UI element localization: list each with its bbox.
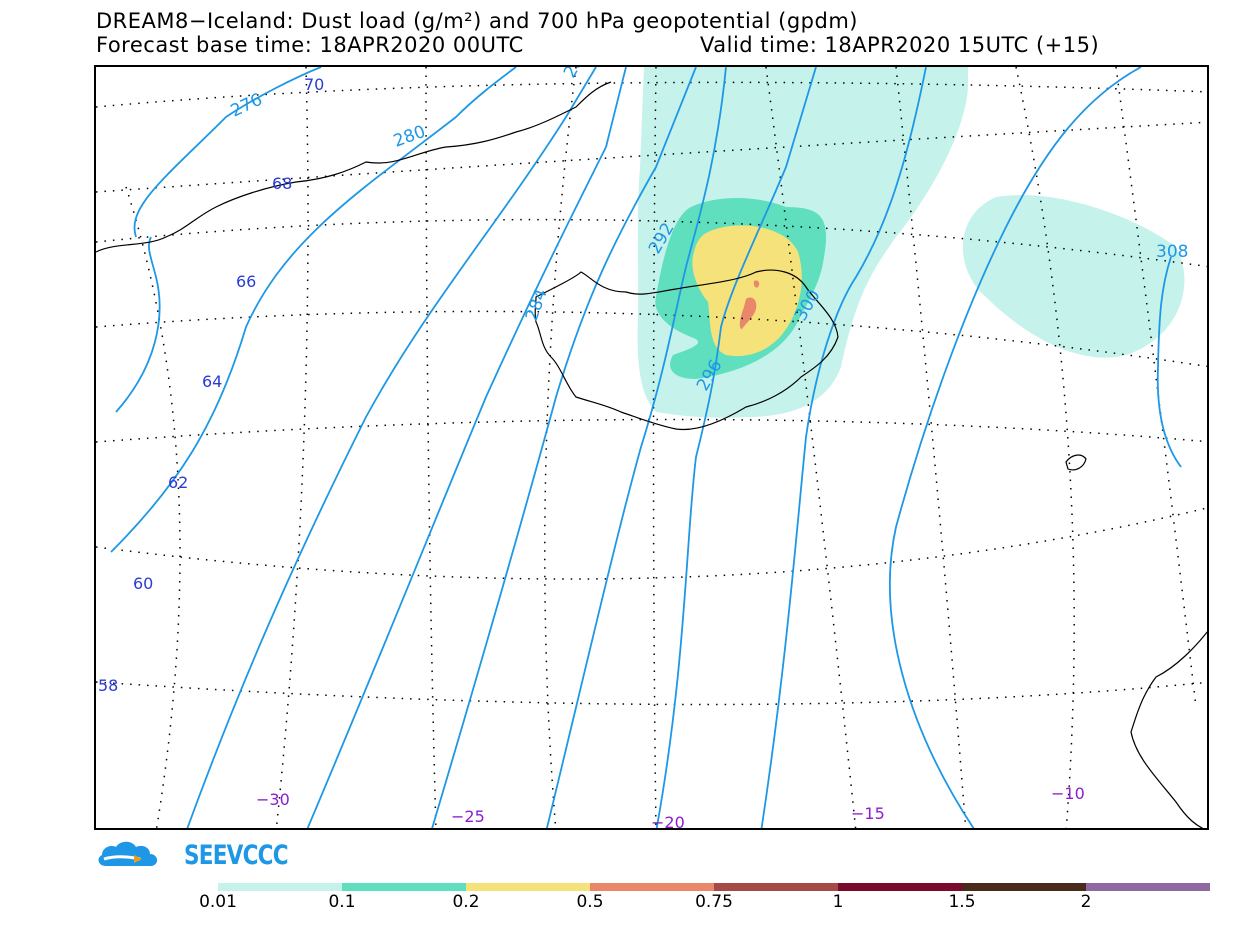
lon-label-20: −20 [651,813,685,830]
coastlines [96,81,1207,828]
lat-label-64: 64 [202,372,222,391]
contour-292b [546,67,727,828]
faroe-islands [1065,454,1087,471]
legend-seg-5 [838,883,962,891]
legend-seg-1 [342,883,466,891]
lat-label-68: 68 [272,174,292,193]
contour-304 [889,67,1142,828]
logo-text: SEEVCCC [184,839,289,871]
legend-tick-4: 0.75 [695,892,733,912]
geo-label-276: 276 [228,90,266,122]
lat-label-62: 62 [168,473,188,492]
legend-seg-0 [218,883,342,891]
legend-tick-6: 1.5 [948,892,976,912]
lat-label-58: 58 [98,676,118,695]
greenland-coast [96,81,612,253]
legend-seg-2 [466,883,590,891]
legend-seg-7 [1086,883,1210,891]
cloud-icon [98,841,158,866]
lon-labels: −30 −25 −20 −15 −10 [256,784,1085,830]
geo-label-284: 284 [522,286,552,323]
graticule [96,67,1207,828]
lat-label-60: 60 [133,574,153,593]
iceland-coast [534,269,839,431]
contour-296 [655,67,817,828]
legend-tick-1: 0.1 [328,892,356,912]
contour-288 [306,67,627,828]
norway-coast [1130,631,1207,828]
legend-tick-3: 0.5 [576,892,604,912]
dust-region-0.5-a [739,297,757,329]
forecast-base-time: Forecast base time: 18APR2020 00UTC [96,33,524,57]
contour-280 [110,67,517,553]
contour-300 [760,67,927,828]
contour-276 [133,67,322,238]
legend-tick-2: 0.2 [452,892,480,912]
contour-284 [186,67,597,828]
legend-seg-6 [962,883,1086,891]
legend-seg-4 [714,883,838,891]
lon-label-30: −30 [256,790,290,809]
legend-tick-7: 2 [1080,892,1092,912]
lat-labels: 70 68 66 64 62 60 58 [98,75,324,695]
dust-region-0.01-east [962,195,1185,358]
geopotential-contours [110,67,1182,828]
geo-label-308: 308 [1156,242,1188,262]
legend-tick-5: 1 [832,892,844,912]
lon-label-10: −10 [1051,784,1085,803]
map-title: DREAM8−Iceland: Dust load (g/m²) and 700… [96,9,858,33]
lat-label-70: 70 [304,75,324,94]
lon-label-25: −25 [451,807,485,826]
dust-region-0.5-b [753,280,760,288]
contour-308 [1156,256,1182,468]
map-canvas: 70 68 66 64 62 60 58 −30 −25 −20 −15 −10… [96,67,1207,830]
lon-label-15: −15 [851,804,885,823]
contour-276-b [115,236,161,413]
map-panel[interactable]: 70 68 66 64 62 60 58 −30 −25 −20 −15 −10… [94,65,1209,830]
legend-tick-0: 0.01 [199,892,237,912]
legend-seg-3 [590,883,714,891]
dust-region-0.2 [692,225,802,357]
seevccc-logo: SEEVCCC [96,838,314,872]
valid-time: Valid time: 18APR2020 15UTC (+15) [700,33,1100,57]
contour-292a [431,67,697,828]
lat-label-66: 66 [236,272,256,291]
dust-legend-bar [218,883,1210,891]
geo-label-280: 280 [391,122,428,152]
